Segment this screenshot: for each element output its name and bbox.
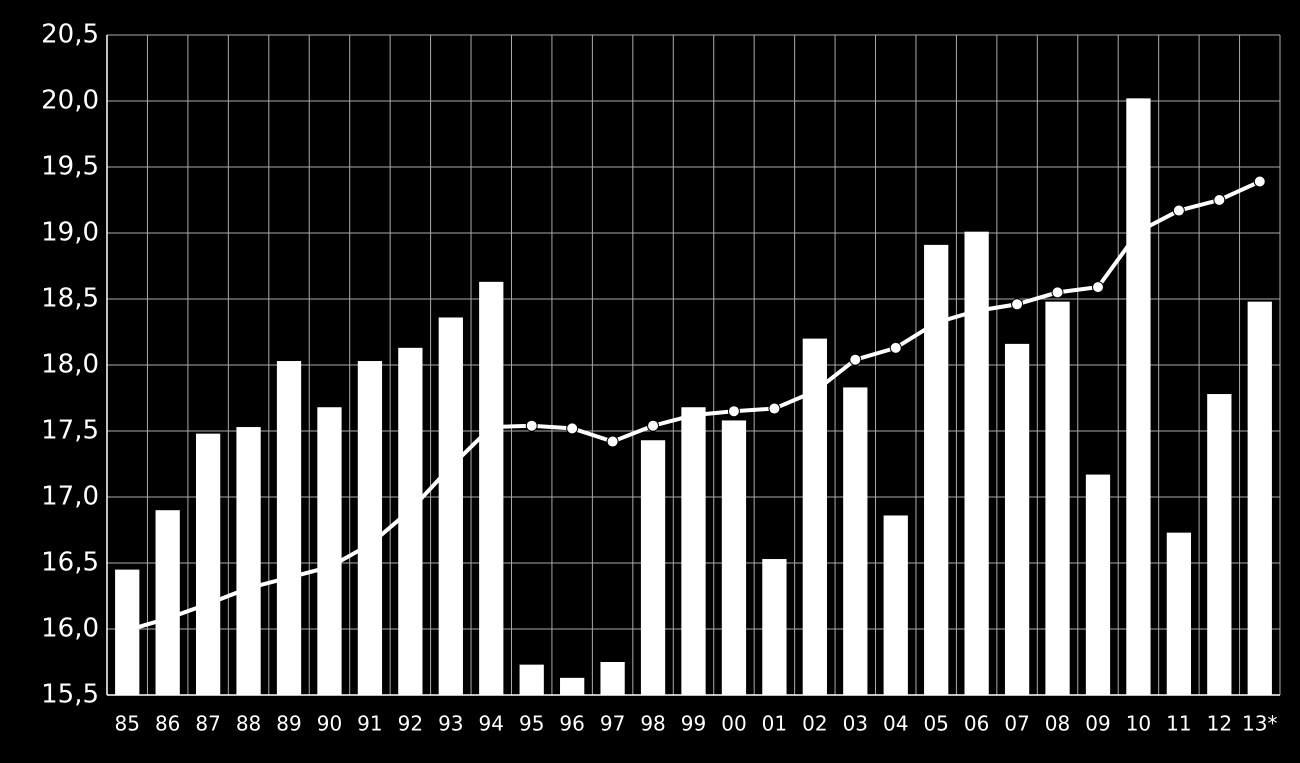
bar: [1004, 343, 1030, 695]
bar: [479, 281, 504, 695]
line-marker: [768, 402, 781, 415]
x-tick-label: 11: [1166, 712, 1191, 736]
bar: [560, 677, 585, 695]
y-tick-label: 18,5: [41, 284, 99, 314]
x-tick-label: 91: [357, 712, 382, 736]
x-tick-label: 92: [398, 712, 423, 736]
bar: [357, 361, 383, 695]
bar: [1247, 301, 1272, 695]
y-tick-label: 20,0: [41, 86, 99, 116]
line-marker: [1011, 298, 1024, 311]
x-tick-label: 85: [114, 712, 139, 736]
bar: [195, 433, 221, 695]
bar: [924, 244, 949, 695]
x-tick-label: 86: [155, 712, 180, 736]
x-tick-label: 06: [964, 712, 989, 736]
x-tick-label: 03: [843, 712, 868, 736]
x-tick-label: 96: [559, 712, 584, 736]
bar: [843, 387, 868, 695]
x-tick-label: 97: [600, 712, 625, 736]
bar: [155, 510, 180, 695]
y-tick-label: 16,5: [41, 548, 99, 578]
x-tick-label: 00: [721, 712, 746, 736]
x-tick-label: 10: [1126, 712, 1151, 736]
bar: [640, 440, 666, 695]
bar: [236, 427, 261, 695]
line-marker: [849, 353, 862, 366]
bar: [398, 347, 423, 695]
line-marker: [566, 422, 579, 435]
bar: [600, 662, 625, 695]
x-tick-label: 04: [883, 712, 908, 736]
y-tick-label: 16,0: [41, 614, 99, 644]
x-tick-label: 02: [802, 712, 827, 736]
line-marker: [889, 341, 902, 354]
x-tick-label: 08: [1045, 712, 1070, 736]
y-tick-label: 18,0: [41, 350, 99, 380]
y-tick-label: 15,5: [41, 680, 99, 710]
x-tick-label: 87: [195, 712, 220, 736]
bar: [802, 338, 827, 695]
bar: [1207, 394, 1232, 695]
x-tick-label: 13*: [1242, 712, 1277, 736]
y-tick-label: 17,0: [41, 482, 99, 512]
y-tick-label: 19,5: [41, 152, 99, 182]
line-marker: [647, 419, 660, 432]
y-tick-label: 20,5: [41, 20, 99, 50]
x-tick-label: 95: [519, 712, 544, 736]
bar: [317, 407, 342, 695]
line-marker: [1172, 204, 1185, 217]
line-marker: [1091, 281, 1104, 294]
line-marker: [1253, 175, 1266, 188]
x-tick-label: 94: [479, 712, 504, 736]
y-tick-label: 19,0: [41, 218, 99, 248]
x-tick-label: 93: [438, 712, 463, 736]
x-tick-label: 99: [681, 712, 706, 736]
y-tick-label: 17,5: [41, 416, 99, 446]
line-marker: [1213, 194, 1226, 206]
line-marker: [525, 419, 538, 432]
x-tick-label: 09: [1085, 712, 1110, 736]
bar: [762, 559, 787, 695]
bar: [1085, 474, 1111, 695]
bar: [721, 420, 747, 695]
bar: [1126, 98, 1151, 696]
bar: [1045, 301, 1070, 695]
line-marker: [1051, 286, 1064, 299]
bar: [883, 515, 908, 695]
x-tick-label: 89: [276, 712, 301, 736]
x-tick-label: 01: [762, 712, 787, 736]
x-tick-label: 07: [1004, 712, 1029, 736]
bar: [964, 231, 989, 695]
bar: [276, 361, 302, 695]
x-tick-label: 90: [317, 712, 342, 736]
line-marker: [727, 405, 740, 418]
bar: [115, 569, 140, 695]
line-marker: [606, 435, 619, 448]
bar: [438, 317, 463, 695]
bar: [519, 664, 544, 695]
x-tick-label: 88: [236, 712, 261, 736]
bar: [1166, 532, 1192, 695]
x-tick-label: 12: [1207, 712, 1232, 736]
x-tick-label: 05: [923, 712, 948, 736]
bar: [681, 407, 706, 695]
x-tick-label: 98: [640, 712, 665, 736]
